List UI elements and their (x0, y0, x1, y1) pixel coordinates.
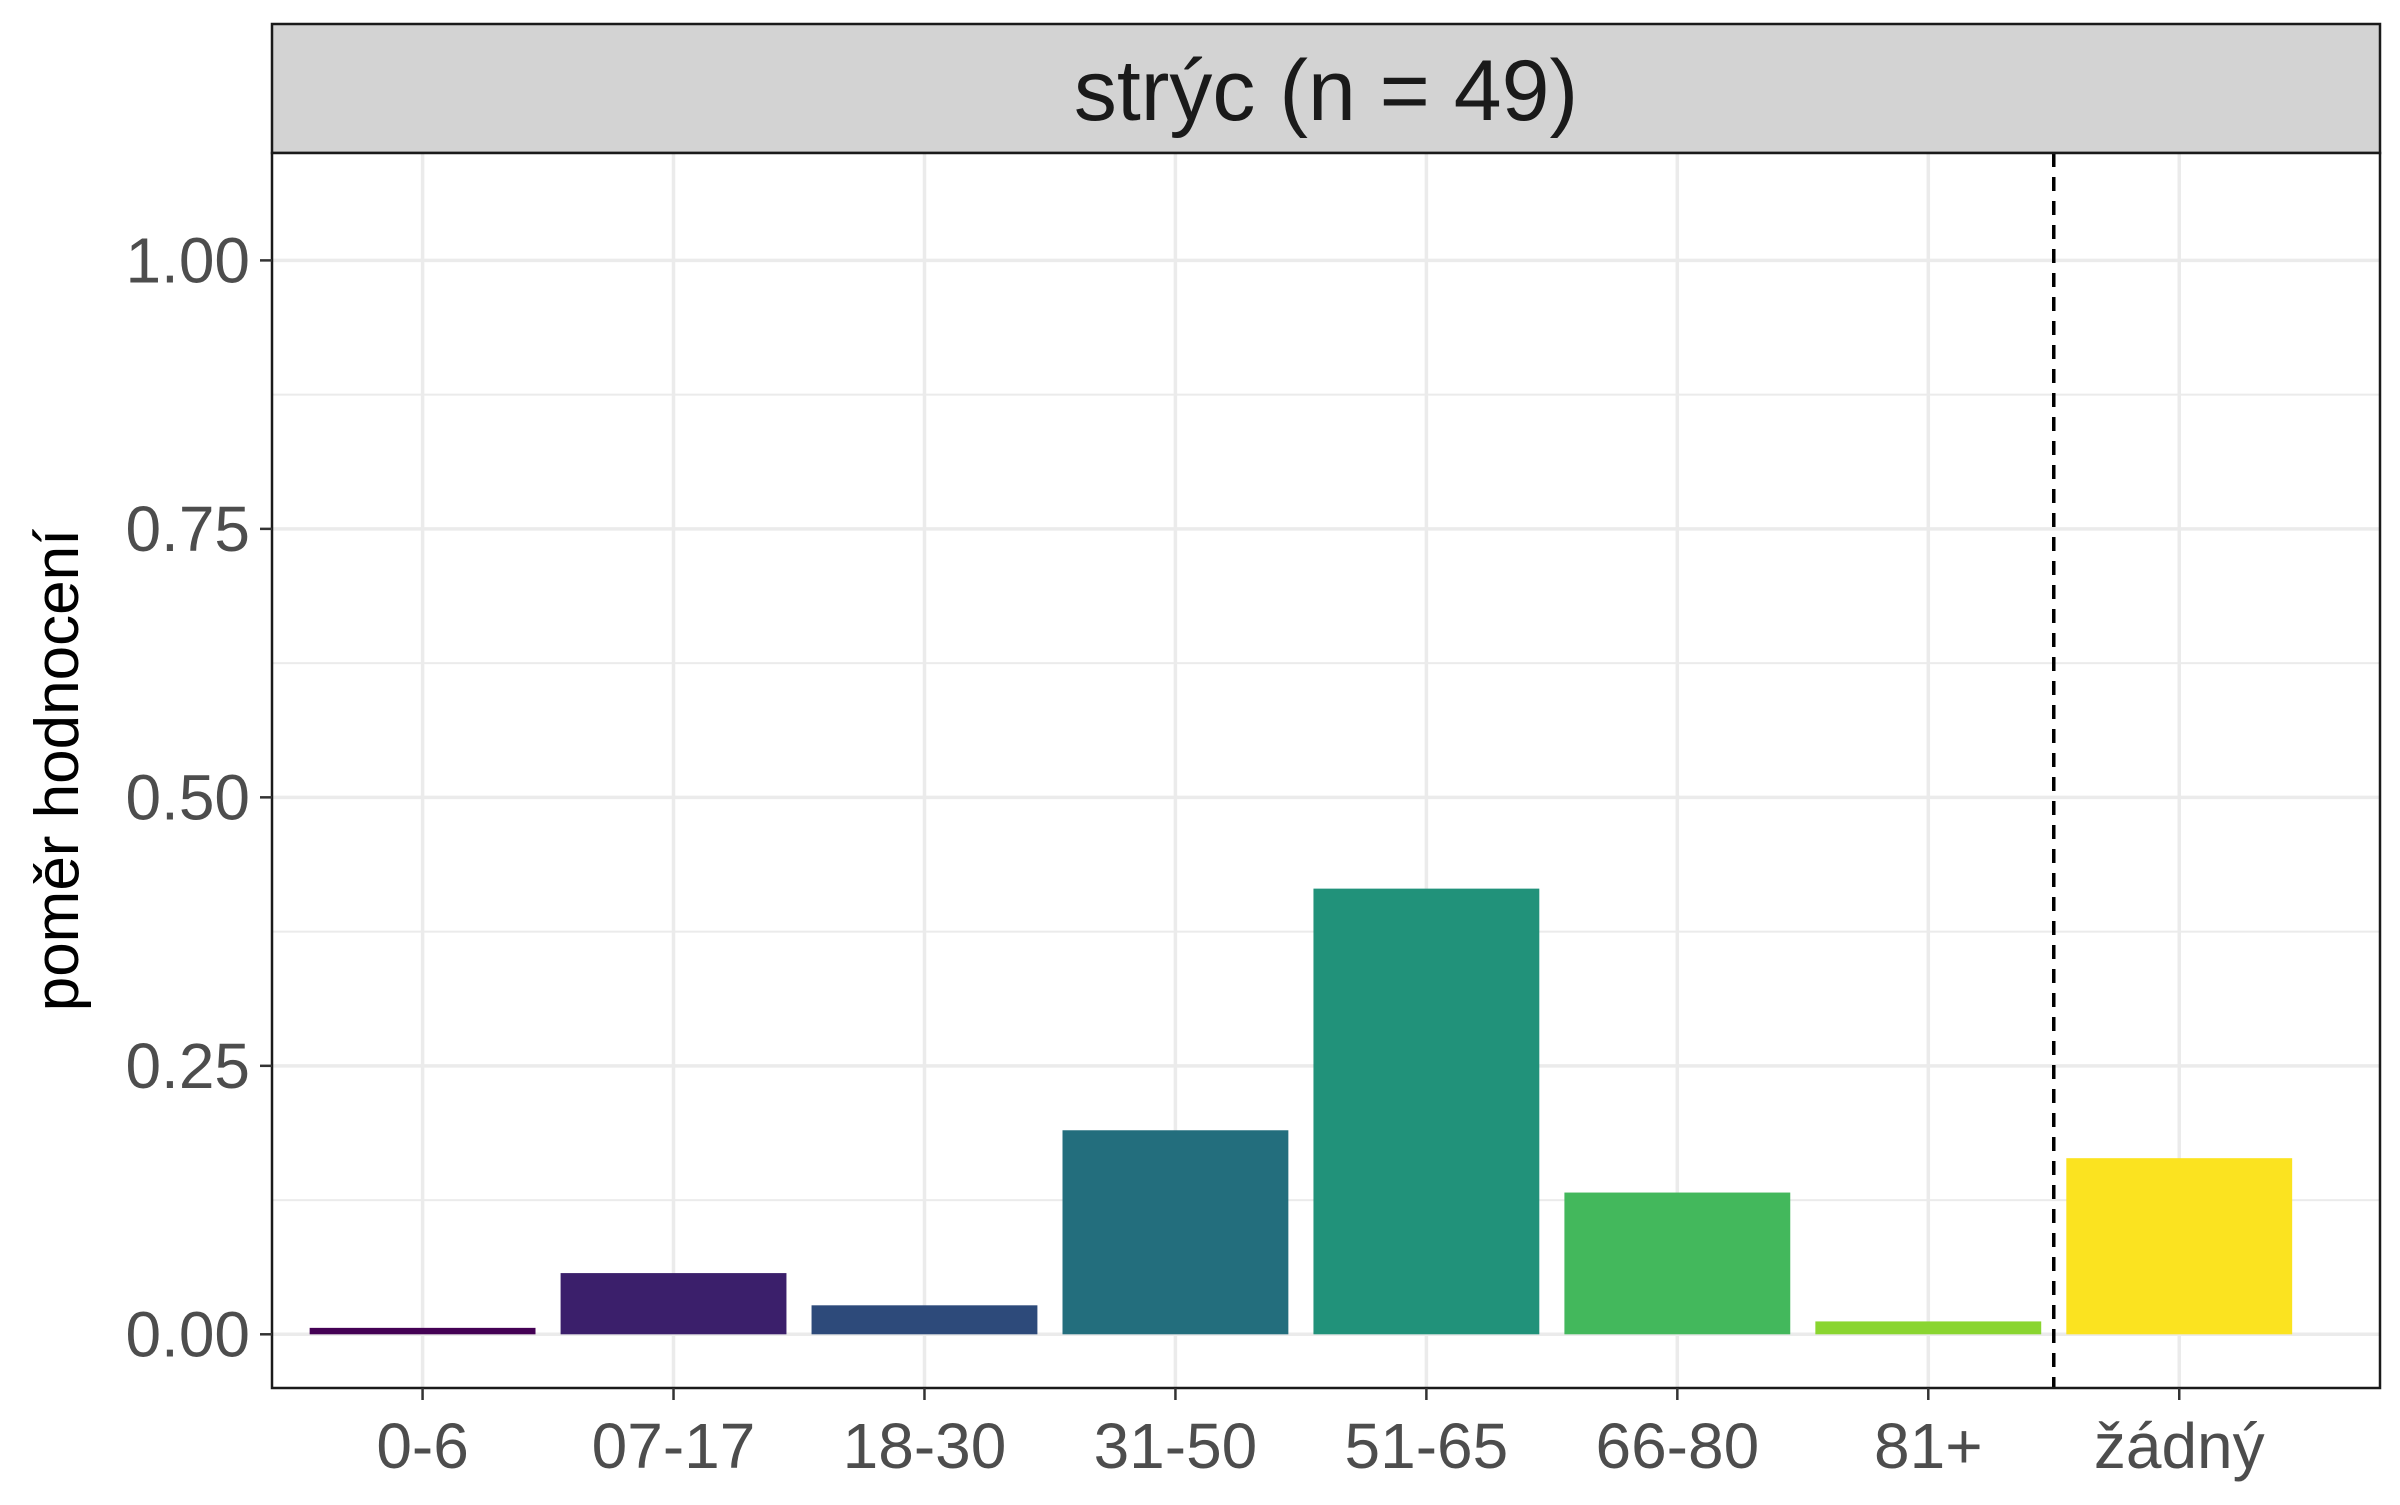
y-tick-label: 1.00 (125, 224, 250, 296)
y-axis: 0.00 0.25 0.50 0.75 1.00 (125, 224, 272, 1370)
x-tick-label: 07-17 (592, 1410, 756, 1482)
facet-title: strýc (n = 49) (1074, 43, 1578, 139)
bar-0-6 (309, 1327, 536, 1335)
x-tick-label: 81+ (1874, 1410, 1983, 1482)
x-axis: 0-6 07-17 18-30 31-50 51-65 66-80 81+ žádný (376, 1388, 2265, 1482)
facet-strip (270, 22, 2382, 155)
grid-lines (272, 153, 2380, 1388)
y-tick-label: 0.75 (125, 493, 250, 565)
x-tick-label: 51-65 (1345, 1410, 1509, 1482)
bars (309, 888, 2293, 1335)
y-axis-title: poměr hodnocení (23, 529, 92, 1012)
bar-81+ (1815, 1321, 2042, 1335)
bar-51-65 (1313, 888, 1540, 1335)
x-tick-label: 66-80 (1595, 1410, 1759, 1482)
bar-žádný (2066, 1158, 2293, 1335)
bar-07-17 (560, 1273, 787, 1335)
bar-18-30 (811, 1305, 1038, 1335)
x-tick-label: 18-30 (843, 1410, 1007, 1482)
x-tick-label: žádný (2094, 1410, 2265, 1482)
bar-66-80 (1564, 1192, 1791, 1335)
y-tick-label: 0.50 (125, 761, 250, 833)
x-tick-label: 31-50 (1094, 1410, 1258, 1482)
plot-panel-border (270, 151, 2382, 1390)
x-tick-label: 0-6 (376, 1410, 469, 1482)
bar-31-50 (1062, 1130, 1289, 1335)
y-tick-label: 0.00 (125, 1298, 250, 1370)
y-tick-label: 0.25 (125, 1030, 250, 1102)
